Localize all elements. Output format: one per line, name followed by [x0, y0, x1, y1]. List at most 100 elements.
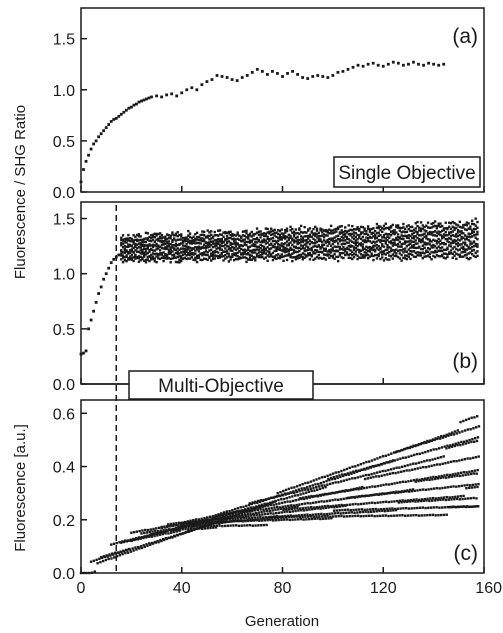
trace-point	[321, 517, 325, 521]
band-point	[139, 241, 142, 245]
band-point	[275, 249, 278, 252]
trace-point	[262, 498, 265, 502]
band-point	[296, 235, 299, 238]
trace-point	[222, 520, 225, 523]
trace-point	[240, 524, 243, 527]
band-point	[172, 244, 176, 247]
band-point	[194, 252, 197, 255]
band-point	[287, 233, 290, 237]
band-point	[181, 257, 185, 260]
band-point	[426, 246, 430, 250]
trace-point	[456, 495, 460, 498]
band-point	[381, 236, 384, 239]
trace-point	[167, 528, 171, 531]
band-point	[421, 227, 424, 230]
band-point	[162, 247, 165, 250]
band-point	[264, 247, 268, 250]
trace-point	[397, 501, 401, 504]
band-point	[125, 254, 128, 257]
trace-point	[416, 443, 420, 447]
trace-point	[306, 513, 309, 516]
band-point	[303, 256, 306, 260]
trace-point	[354, 465, 357, 468]
band-point	[411, 225, 414, 229]
trace-point	[133, 538, 137, 541]
trace-point	[339, 480, 343, 483]
y-tick-label: 0.2	[53, 513, 75, 530]
band-point	[342, 248, 345, 251]
band-point	[151, 238, 155, 241]
band-point	[472, 222, 476, 226]
trace-point	[264, 516, 268, 519]
trace-point	[255, 519, 258, 522]
trace-point	[310, 494, 313, 498]
band-point	[190, 256, 194, 259]
trace-point	[173, 528, 176, 532]
band-point	[398, 249, 402, 252]
band-point	[195, 248, 199, 251]
band-point	[314, 257, 317, 260]
band-point	[139, 238, 142, 242]
band-point	[296, 254, 299, 258]
trace-point	[120, 541, 123, 544]
band-point	[317, 239, 320, 243]
trace-point	[179, 524, 183, 527]
trace-point	[158, 531, 162, 535]
band-point	[176, 250, 179, 253]
trace-point	[314, 513, 317, 516]
trace-point	[265, 498, 268, 501]
trace-point	[252, 512, 255, 515]
band-point	[225, 234, 229, 238]
band-point	[453, 254, 456, 257]
band-point	[440, 249, 444, 253]
band-point	[232, 252, 236, 255]
band-point	[192, 252, 195, 255]
band-point	[412, 246, 416, 249]
trace-point	[349, 471, 352, 474]
band-point	[377, 248, 380, 251]
band-point	[384, 222, 387, 225]
band-point	[388, 233, 391, 236]
band-point	[400, 234, 403, 237]
band-point	[155, 238, 158, 241]
trace-point	[238, 519, 242, 523]
band-point	[414, 239, 417, 242]
trace-point	[217, 514, 220, 517]
data-point	[205, 80, 209, 83]
band-point	[199, 258, 202, 262]
trace-point	[104, 558, 108, 562]
trace-point	[435, 448, 438, 451]
trace-point	[228, 517, 232, 520]
band-point	[144, 261, 148, 264]
band-point	[301, 256, 305, 259]
band-point	[218, 233, 222, 236]
band-point	[268, 232, 271, 235]
trace-point	[352, 495, 355, 499]
trace-point	[390, 514, 393, 518]
band-point	[282, 236, 285, 239]
trace-point	[290, 491, 293, 495]
trace-point	[278, 506, 282, 509]
band-point	[463, 243, 467, 246]
trace-point	[443, 506, 447, 509]
band-point	[352, 234, 356, 237]
band-point	[259, 250, 262, 253]
band-point	[135, 238, 139, 241]
trace-point	[274, 519, 278, 522]
trace-point	[200, 517, 203, 520]
band-point	[162, 255, 165, 258]
trace-point	[92, 559, 96, 562]
band-point	[303, 225, 306, 229]
band-point	[294, 232, 298, 235]
trace-point	[362, 461, 365, 465]
trace-point	[306, 515, 310, 518]
band-point	[331, 229, 335, 232]
trace-point	[314, 501, 318, 504]
trace-point	[352, 508, 355, 512]
trace-point	[135, 530, 139, 533]
data-point	[109, 261, 113, 265]
data-point	[381, 64, 385, 68]
band-point	[465, 235, 469, 238]
band-point	[331, 242, 335, 246]
trace-point	[418, 506, 422, 509]
